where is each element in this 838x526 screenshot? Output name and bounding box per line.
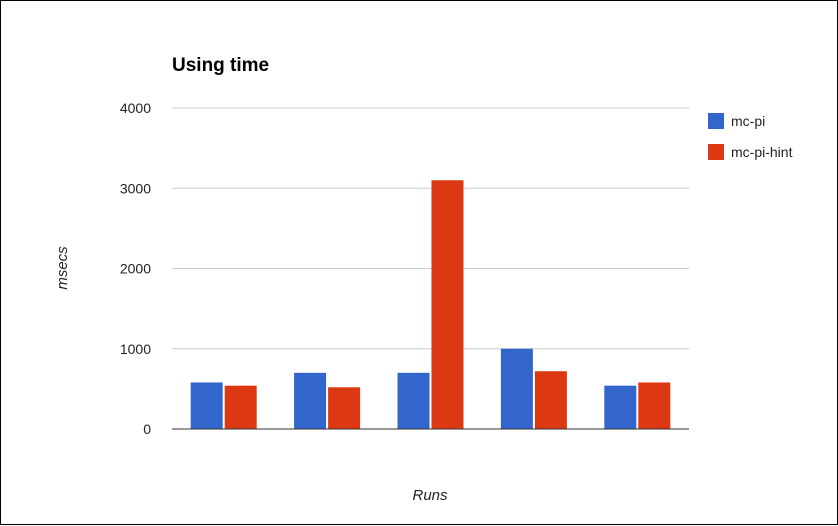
bar-mc-pi-hint: [432, 180, 464, 429]
y-tick-labels: 0 1000 2000 3000 4000: [120, 100, 151, 437]
y-tick-label: 3000: [120, 180, 151, 196]
bar-mc-pi: [294, 373, 326, 429]
y-axis-label: msecs: [54, 246, 71, 290]
bar-mc-pi-hint: [535, 371, 567, 429]
y-tick-label: 0: [143, 421, 151, 437]
bar-mc-pi: [604, 386, 636, 429]
y-tick-label: 4000: [120, 100, 151, 116]
bar-mc-pi-hint: [638, 382, 670, 429]
bars: [191, 180, 671, 429]
bar-mc-pi-hint: [328, 387, 360, 429]
x-axis-label: Runs: [412, 487, 448, 504]
y-tick-label: 1000: [120, 341, 151, 357]
legend-label: mc-pi-hint: [731, 144, 793, 160]
legend-swatch: [708, 144, 724, 160]
bar-mc-pi: [191, 382, 223, 429]
bar-mc-pi: [501, 349, 533, 429]
chart-title: Using time: [172, 55, 269, 76]
y-tick-label: 2000: [120, 261, 151, 277]
gridlines: [172, 108, 689, 349]
legend: mc-pi mc-pi-hint: [708, 113, 793, 160]
legend-label: mc-pi: [731, 113, 765, 129]
bar-mc-pi-hint: [225, 386, 257, 429]
legend-swatch: [708, 113, 724, 129]
bar-mc-pi: [398, 373, 430, 429]
